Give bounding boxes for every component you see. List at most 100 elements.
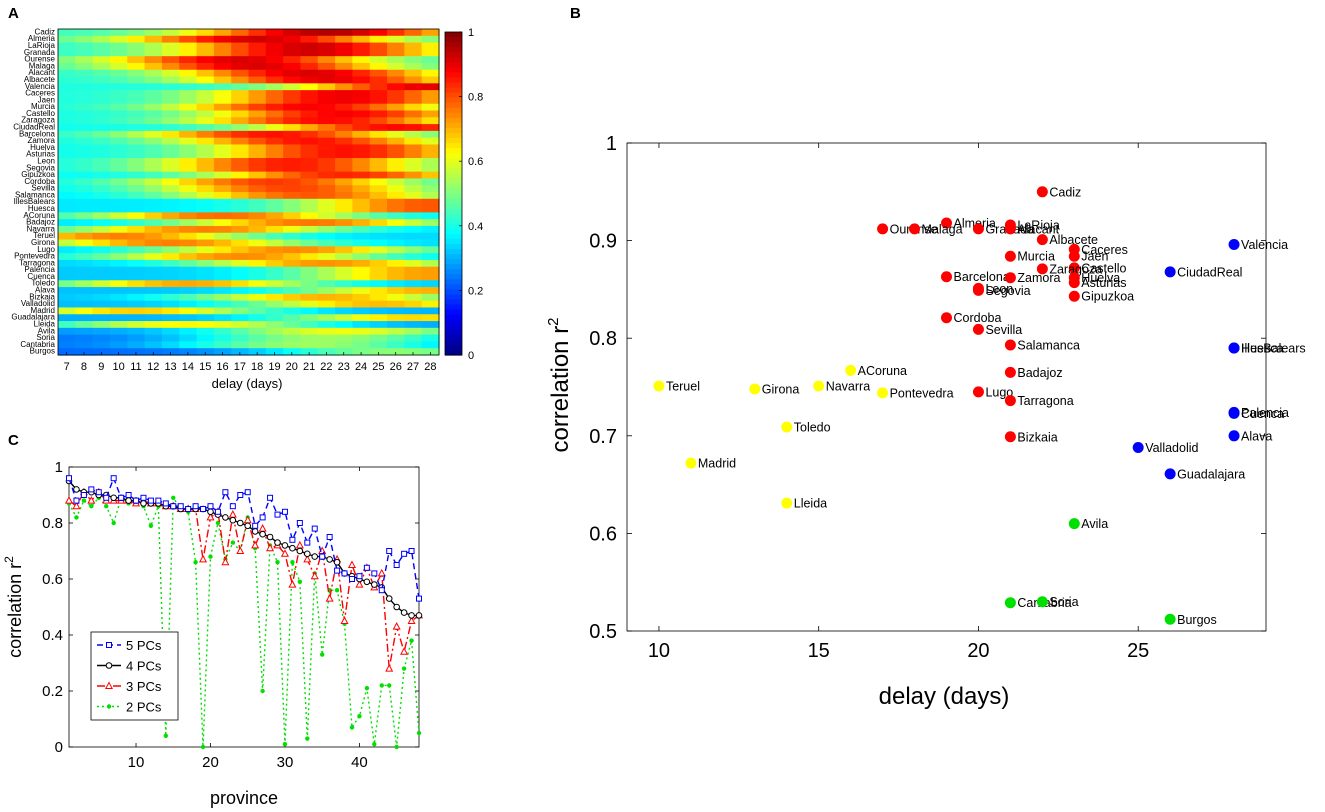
heatmap-cell: [92, 103, 111, 112]
heatmap-cell: [144, 164, 163, 173]
scatter-point: [1004, 431, 1016, 443]
heatmap-cell: [335, 83, 354, 91]
heatmap-cell: [387, 287, 405, 295]
heatmap-cell: [144, 341, 163, 349]
heatmap-cell: [179, 110, 198, 118]
heatmap-cell: [404, 219, 423, 227]
heatmap-cell: [387, 103, 405, 112]
heatmap-cell: [265, 307, 284, 315]
heatmap-cell: [92, 225, 111, 234]
heatmap-cell: [265, 29, 284, 37]
heatmap-cell: [283, 300, 302, 309]
series-marker-2: [236, 546, 245, 554]
heatmap-cell: [58, 327, 76, 336]
heatmap-cell: [352, 90, 371, 98]
heatmap-cell: [213, 273, 232, 281]
heatmap-cell: [335, 69, 354, 78]
heatmap-cell: [283, 192, 302, 200]
heatmap-row-label: Granada: [24, 48, 56, 57]
heatmap-cell: [231, 110, 250, 118]
heatmap-cell: [75, 327, 94, 336]
heatmap-cell: [144, 42, 163, 50]
heatmap-cell: [127, 49, 146, 57]
heatmap-cell: [127, 192, 146, 200]
heatmap-cell: [196, 232, 215, 241]
heatmap-cell: [404, 42, 423, 50]
heatmap-cell: [317, 49, 336, 57]
colorbar-segment: [445, 92, 462, 99]
colorbar-segment: [445, 329, 462, 336]
heatmap-row-label: Cantabria: [20, 340, 55, 349]
heatmap-cell: [387, 246, 405, 254]
heatmap-cell: [161, 205, 180, 213]
series-marker-0: [348, 576, 355, 582]
heatmap-cell: [161, 273, 180, 281]
heatmap-cell: [144, 178, 163, 186]
heatmap-cell: [58, 341, 76, 349]
heatmap-cell: [265, 76, 284, 84]
heatmap-cell: [196, 164, 215, 173]
heatmap-x-tick-label: 11: [130, 361, 141, 373]
heatmap-cell: [317, 69, 336, 78]
colorbar-segment: [445, 243, 462, 250]
heatmap-cell: [75, 35, 94, 44]
heatmap-cell: [231, 239, 250, 247]
legend-label: 5 PCs: [126, 638, 162, 653]
heatmap-row-label: Cordoba: [24, 177, 55, 186]
heatmap-panel: CadizAlmeriaLaRiojaGranadaOurenseMalagaA…: [11, 27, 440, 373]
heatmap-cell: [387, 178, 405, 186]
heatmap-cell: [265, 253, 284, 261]
heatmap-cell: [161, 280, 180, 288]
heatmap-cell: [92, 246, 111, 254]
heatmap-cell: [231, 76, 250, 84]
scatter-point-label: Teruel: [666, 380, 700, 394]
heatmap-x-tick-label: 20: [286, 361, 298, 373]
heatmap-cell: [300, 287, 319, 295]
heatmap-cell: [144, 117, 163, 125]
series-marker-0: [80, 492, 87, 498]
heatmap-cell: [352, 144, 371, 152]
heatmap-cell: [265, 185, 284, 193]
series-marker-0: [155, 497, 162, 504]
heatmap-cell: [369, 56, 388, 64]
heatmap-cell: [387, 110, 405, 118]
heatmap-cell: [300, 307, 319, 315]
colorbar-segment: [445, 52, 462, 58]
heatmap-cell: [300, 185, 319, 193]
heatmap-cell: [58, 212, 76, 220]
heatmap-cell: [179, 124, 198, 132]
heatmap-cell: [196, 130, 215, 139]
heatmap-cell: [179, 96, 198, 105]
heatmap-cell: [161, 49, 180, 57]
heatmap-cell: [387, 56, 405, 64]
heatmap-cell: [404, 307, 423, 315]
series-marker-1: [274, 539, 281, 546]
heatmap-cell: [335, 103, 354, 112]
heatmap-cell: [369, 117, 388, 125]
heatmap-cell: [352, 239, 371, 247]
heatmap-cell: [144, 293, 163, 302]
colorbar-segment: [445, 198, 462, 205]
series-marker-3: [394, 744, 399, 750]
heatmap-cell: [265, 158, 284, 166]
heatmap-cell: [161, 327, 180, 336]
heatmap-cell: [283, 259, 302, 268]
scatter-point-label: Lleida: [794, 497, 827, 511]
heatmap-cell: [213, 280, 232, 288]
heatmap-cell: [248, 232, 267, 241]
scatter-point-label: Toledo: [794, 421, 831, 435]
heatmap-cell: [75, 287, 94, 295]
heatmap-cell: [161, 69, 180, 78]
heatmap-row-label: Zamora: [27, 136, 55, 145]
heatmap-cell: [144, 239, 163, 247]
heatmap-row-label: Navarra: [27, 224, 56, 233]
heatmap-cell: [231, 62, 250, 71]
heatmap-cell: [335, 56, 354, 64]
heatmap-cell: [265, 110, 284, 118]
heatmap-cell: [213, 164, 232, 173]
heatmap-cell: [109, 90, 128, 98]
heatmap-cell: [58, 185, 76, 193]
series-marker-1: [222, 514, 229, 521]
heatmap-cell: [109, 62, 128, 71]
scatter-point: [1068, 262, 1080, 274]
